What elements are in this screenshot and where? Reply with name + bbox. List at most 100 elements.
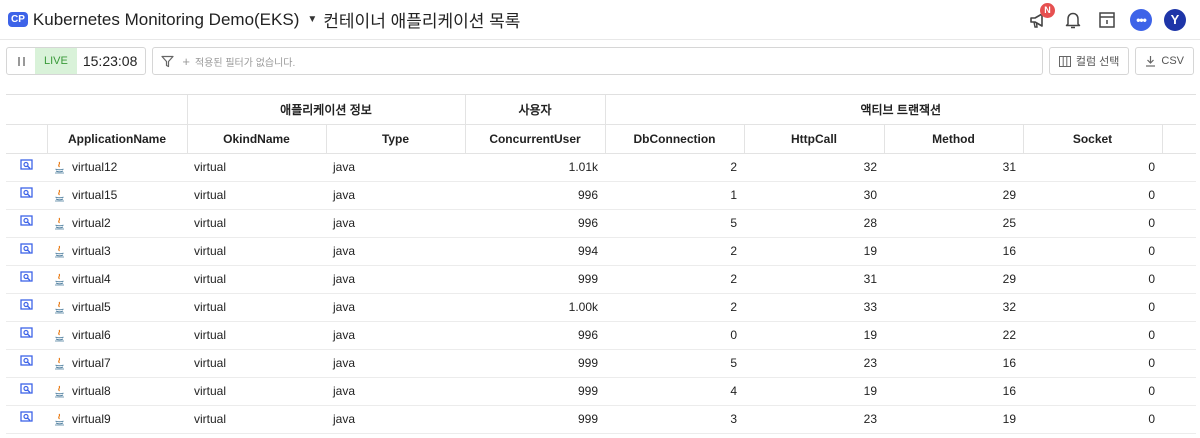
table-row[interactable]: virtual6 virtual java 996 0 19 22 0	[6, 321, 1197, 350]
cell-okind-name: virtual	[187, 181, 326, 210]
detail-icon[interactable]	[20, 159, 33, 172]
detail-icon[interactable]	[20, 187, 33, 200]
avatar[interactable]: Y	[1164, 8, 1186, 31]
panel-icon[interactable]	[1096, 9, 1118, 31]
bell-icon[interactable]	[1062, 9, 1084, 31]
detail-icon[interactable]	[20, 383, 33, 396]
cell-application-name[interactable]: virtual5	[47, 293, 187, 322]
column-header[interactable]: ConcurrentUser	[465, 124, 606, 154]
download-icon	[1146, 56, 1156, 67]
detail-icon[interactable]	[20, 299, 33, 312]
application-name: virtual8	[72, 384, 111, 398]
table-row[interactable]: virtual4 virtual java 999 2 31 29 0	[6, 265, 1197, 294]
pause-button[interactable]	[7, 48, 35, 74]
cell-db-connection: 3	[605, 405, 744, 434]
cell-okind-name: virtual	[187, 209, 326, 238]
cell-concurrent-user: 999	[465, 265, 605, 294]
table-row[interactable]: virtual12 virtual java 1.01k 2 32 31 0	[6, 153, 1197, 182]
cell-application-name[interactable]: virtual4	[47, 265, 187, 294]
cell-application-name[interactable]: virtual3	[47, 237, 187, 266]
cell-spacer	[1162, 377, 1197, 406]
cell-application-name[interactable]: virtual2	[47, 209, 187, 238]
cell-application-name[interactable]: virtual6	[47, 321, 187, 350]
filter-icon[interactable]	[161, 55, 174, 68]
cell-db-connection: 4	[605, 377, 744, 406]
group-header-user: 사용자	[465, 95, 606, 125]
cell-socket: 0	[1023, 153, 1162, 182]
cell-method: 25	[884, 209, 1023, 238]
column-header[interactable]: Type	[326, 124, 466, 154]
cell-db-connection: 2	[605, 293, 744, 322]
column-header[interactable]: HttpCall	[744, 124, 885, 154]
csv-label: CSV	[1161, 55, 1184, 67]
project-dropdown-icon[interactable]: ▼	[307, 14, 318, 25]
cell-okind-name: virtual	[187, 377, 326, 406]
cell-application-name[interactable]: virtual9	[47, 405, 187, 434]
cell-method: 16	[884, 237, 1023, 266]
header-actions: N ••• Y	[1028, 2, 1192, 31]
cell-http-call: 33	[744, 293, 884, 322]
java-icon	[54, 189, 65, 202]
chat-icon[interactable]: •••	[1130, 8, 1152, 31]
detail-icon[interactable]	[20, 243, 33, 256]
detail-icon[interactable]	[20, 215, 33, 228]
cell-application-name[interactable]: virtual15	[47, 181, 187, 210]
cell-db-connection: 2	[605, 153, 744, 182]
column-header[interactable]: Socket	[1023, 124, 1163, 154]
row-action-cell	[6, 237, 47, 266]
cell-type: java	[326, 377, 465, 406]
cell-spacer	[1162, 153, 1197, 182]
table-row[interactable]: virtual7 virtual java 999 5 23 16 0	[6, 349, 1197, 378]
table-row[interactable]: virtual8 virtual java 999 4 19 16 0	[6, 377, 1197, 406]
cell-okind-name: virtual	[187, 405, 326, 434]
table-row[interactable]: virtual3 virtual java 994 2 19 16 0	[6, 237, 1197, 266]
live-tag[interactable]: LIVE	[35, 48, 77, 74]
cell-type: java	[326, 181, 465, 210]
filter-placeholder: 적용된 필터가 없습니다.	[194, 57, 296, 69]
application-table: 애플리케이션 정보 사용자 액티브 트랜잭션 ApplicationName O…	[6, 95, 1197, 434]
column-select-button[interactable]: 컬럼 선택	[1048, 47, 1130, 75]
cell-okind-name: virtual	[187, 153, 326, 182]
java-icon	[54, 357, 65, 370]
java-icon	[54, 161, 65, 174]
java-icon	[54, 329, 65, 342]
cell-type: java	[326, 349, 465, 378]
table-row[interactable]: virtual9 virtual java 999 3 23 19 0	[6, 405, 1197, 434]
column-header[interactable]: OkindName	[187, 124, 327, 154]
cell-socket: 0	[1023, 181, 1162, 210]
csv-button[interactable]: CSV	[1135, 47, 1194, 75]
cell-method: 29	[884, 265, 1023, 294]
cell-concurrent-user: 996	[465, 321, 605, 350]
cell-spacer	[1162, 237, 1197, 266]
table-row[interactable]: virtual15 virtual java 996 1 30 29 0	[6, 181, 1197, 210]
cell-application-name[interactable]: virtual12	[47, 153, 187, 182]
row-action-cell	[6, 153, 47, 182]
table-row[interactable]: virtual5 virtual java 1.00k 2 33 32 0	[6, 293, 1197, 322]
row-action-cell	[6, 349, 47, 378]
filter-input[interactable]: + 적용된 필터가 없습니다.	[152, 47, 1043, 75]
cell-application-name[interactable]: virtual8	[47, 377, 187, 406]
detail-icon[interactable]	[20, 411, 33, 424]
cell-db-connection: 0	[605, 321, 744, 350]
detail-icon[interactable]	[20, 327, 33, 340]
cell-method: 31	[884, 153, 1023, 182]
java-icon	[54, 245, 65, 258]
cell-application-name[interactable]: virtual7	[47, 349, 187, 378]
project-name[interactable]: Kubernetes Monitoring Demo(EKS)	[32, 9, 300, 29]
cell-spacer	[1162, 321, 1197, 350]
column-header[interactable]: DbConnection	[605, 124, 745, 154]
megaphone-icon[interactable]: N	[1028, 2, 1055, 31]
column-header[interactable]: Method	[884, 124, 1024, 154]
cell-spacer	[1162, 349, 1197, 378]
column-header[interactable]: ApplicationName	[47, 124, 188, 154]
application-name: virtual6	[72, 328, 111, 342]
cell-method: 16	[884, 377, 1023, 406]
table-row[interactable]: virtual2 virtual java 996 5 28 25 0	[6, 209, 1197, 238]
detail-icon[interactable]	[20, 271, 33, 284]
add-filter-icon[interactable]: +	[182, 53, 190, 69]
cell-db-connection: 5	[605, 209, 744, 238]
cell-socket: 0	[1023, 349, 1162, 378]
columns-icon	[1058, 55, 1071, 67]
cell-concurrent-user: 996	[465, 209, 605, 238]
detail-icon[interactable]	[20, 355, 33, 368]
